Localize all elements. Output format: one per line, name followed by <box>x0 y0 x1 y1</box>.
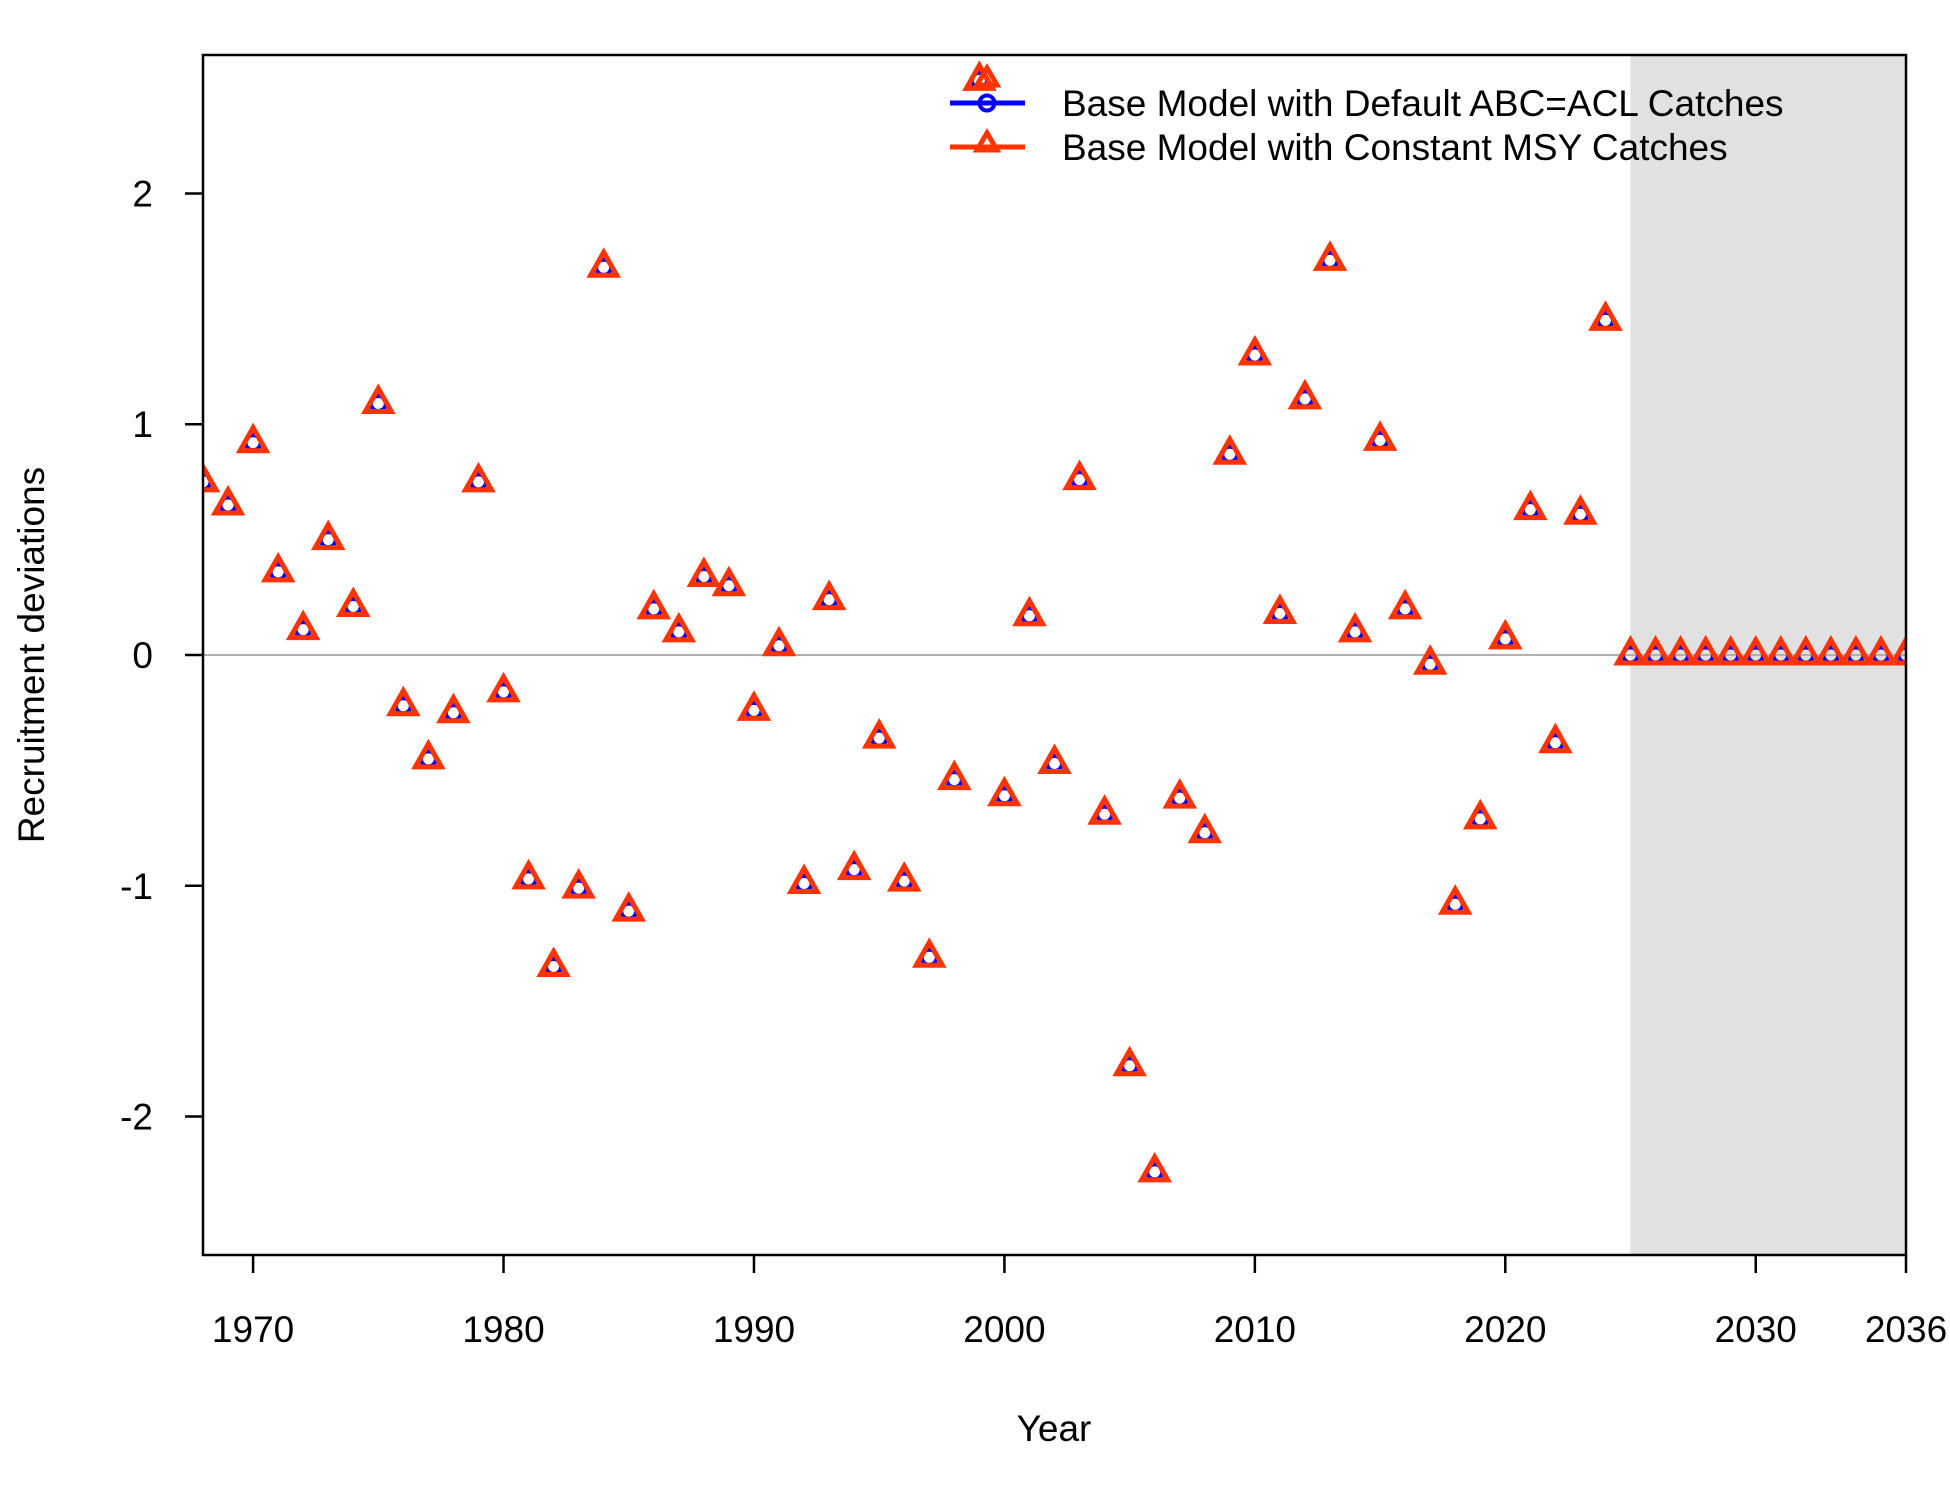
x-tick-label: 2010 <box>1214 1309 1296 1350</box>
point-constant-msy <box>686 556 722 588</box>
point-constant-msy <box>661 611 697 643</box>
point-constant-msy <box>1713 634 1748 666</box>
x-tick-label: 1970 <box>212 1309 294 1350</box>
point-constant-msy <box>386 685 421 717</box>
point-constant-msy <box>411 738 446 770</box>
point-constant-msy <box>786 863 822 894</box>
legend-entry-constant-msy: Base Model with Constant MSY Catches <box>950 127 1728 168</box>
point-constant-msy <box>736 690 772 721</box>
point-constant-msy <box>1062 459 1097 491</box>
point-constant-msy <box>1838 634 1874 666</box>
legend-marker-triangle <box>972 63 1002 88</box>
point-constant-msy <box>1112 1045 1147 1077</box>
x-tick-label: 2020 <box>1464 1309 1546 1350</box>
point-constant-msy <box>1337 611 1373 643</box>
x-tick-label: 2036 <box>1865 1309 1947 1350</box>
point-constant-msy <box>1362 420 1398 451</box>
point-constant-msy <box>1312 240 1348 271</box>
point-constant-msy <box>1412 644 1448 675</box>
point-constant-msy <box>235 422 271 454</box>
y-tick-label: 1 <box>132 404 153 445</box>
point-constant-msy <box>1563 494 1598 525</box>
point-constant-msy <box>1638 634 1673 666</box>
point-constant-msy <box>586 247 621 278</box>
point-constant-msy <box>1087 794 1122 825</box>
legend: Base Model with Default ABC=ACL Catches … <box>950 63 1784 168</box>
point-constant-msy <box>1688 634 1723 666</box>
point-constant-msy <box>1738 634 1774 666</box>
point-constant-msy <box>761 625 797 657</box>
x-axis-label: Year <box>1017 1408 1092 1449</box>
point-constant-msy <box>436 692 471 724</box>
x-tick-label: 1980 <box>462 1309 544 1350</box>
point-constant-msy <box>911 937 947 968</box>
point-constant-msy <box>310 519 346 551</box>
point-constant-msy <box>1462 798 1498 830</box>
point-constant-msy <box>1037 743 1072 774</box>
point-constant-msy <box>1538 722 1573 754</box>
point-constant-msy <box>1863 634 1899 666</box>
point-constant-msy <box>486 671 521 703</box>
point-constant-msy <box>561 867 596 899</box>
point-constant-msy <box>1237 334 1273 366</box>
point-constant-msy <box>987 775 1022 807</box>
point-constant-msy <box>1813 634 1849 666</box>
point-constant-msy <box>1162 777 1198 809</box>
point-constant-msy <box>1888 634 1906 666</box>
point-constant-msy <box>1488 618 1523 650</box>
point-constant-msy <box>285 609 321 641</box>
point-constant-msy <box>1262 593 1298 624</box>
y-axis-label: Recruitment deviations <box>11 467 52 843</box>
x-tick-label: 2000 <box>963 1309 1045 1350</box>
y-tick-label: -2 <box>120 1097 153 1138</box>
point-constant-msy <box>962 60 997 91</box>
legend-marker-circle <box>977 93 997 113</box>
legend-label-constant-msy: Base Model with Constant MSY Catches <box>1062 127 1728 168</box>
point-constant-msy <box>711 565 747 597</box>
point-constant-msy <box>1387 588 1423 620</box>
point-constant-msy <box>210 484 246 516</box>
point-constant-msy <box>203 461 221 493</box>
y-tick-label: 0 <box>132 635 153 676</box>
point-constant-msy <box>511 858 546 890</box>
point-constant-msy <box>335 586 371 618</box>
legend-label-default-abc: Base Model with Default ABC=ACL Catches <box>1062 83 1784 124</box>
x-tick-label: 2030 <box>1715 1309 1797 1350</box>
point-constant-msy <box>886 861 922 892</box>
point-constant-msy <box>861 717 897 749</box>
point-constant-msy <box>536 946 571 978</box>
point-constant-msy <box>1763 634 1799 666</box>
point-constant-msy <box>1287 378 1323 410</box>
point-constant-msy <box>1613 634 1648 666</box>
point-constant-msy <box>1137 1151 1172 1183</box>
data-marks <box>203 60 1906 1183</box>
point-constant-msy <box>1012 595 1047 627</box>
point-constant-msy <box>1187 812 1223 844</box>
point-constant-msy <box>811 579 847 611</box>
point-constant-msy <box>361 383 396 414</box>
point-constant-msy <box>636 588 672 620</box>
point-constant-msy <box>836 849 872 881</box>
point-constant-msy <box>1788 634 1824 666</box>
point-constant-msy <box>1437 884 1473 915</box>
x-axis: 1970 1980 1990 2000 2010 2020 2030 2036 <box>212 1255 1947 1350</box>
point-constant-msy <box>1513 489 1548 521</box>
legend-entry-default-abc: Base Model with Default ABC=ACL Catches <box>950 63 1784 124</box>
y-tick-label: -1 <box>120 866 153 907</box>
point-constant-msy <box>260 551 296 583</box>
point-constant-msy <box>1588 300 1623 331</box>
point-constant-msy <box>461 461 496 493</box>
point-constant-msy <box>1663 634 1698 666</box>
legend-marker-triangle <box>972 128 1002 153</box>
point-constant-msy <box>1212 434 1248 465</box>
y-axis: -2 -1 0 1 2 <box>120 173 203 1138</box>
x-tick-label: 1990 <box>713 1309 795 1350</box>
y-tick-label: 2 <box>132 173 153 214</box>
point-constant-msy <box>937 759 972 791</box>
point-constant-msy <box>611 891 647 922</box>
